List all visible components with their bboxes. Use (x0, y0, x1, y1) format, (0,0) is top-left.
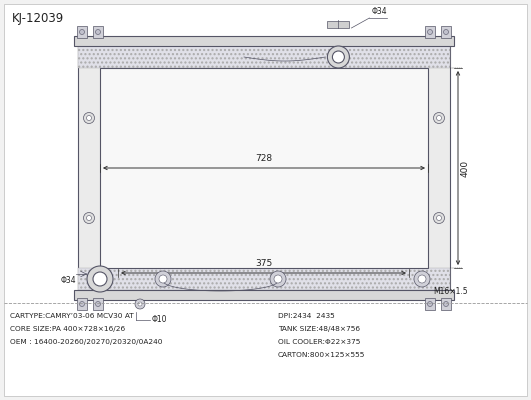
Bar (77, 26, 87, 38)
Circle shape (155, 271, 171, 287)
Text: Φ34: Φ34 (371, 7, 387, 16)
Bar (78, 268, 450, 290)
Circle shape (87, 266, 113, 292)
Circle shape (80, 30, 84, 34)
Bar (93, 298, 103, 310)
Bar (93, 26, 103, 38)
Text: Φ34: Φ34 (61, 276, 76, 285)
Circle shape (83, 212, 95, 224)
Circle shape (427, 30, 433, 34)
Bar (425, 26, 435, 38)
Text: M16×1.5: M16×1.5 (433, 287, 468, 296)
Circle shape (443, 302, 449, 306)
Bar (328, 21, 349, 28)
Circle shape (436, 216, 441, 220)
Text: 728: 728 (255, 154, 272, 163)
Text: CARTON:800×125×555: CARTON:800×125×555 (278, 352, 365, 358)
Circle shape (96, 302, 100, 306)
Circle shape (328, 46, 349, 68)
Text: DPI:2434  2435: DPI:2434 2435 (278, 313, 335, 319)
Text: Φ10: Φ10 (152, 316, 167, 324)
Bar (77, 298, 87, 310)
Circle shape (93, 272, 107, 286)
Circle shape (159, 275, 167, 283)
Circle shape (270, 271, 286, 287)
Circle shape (96, 30, 100, 34)
Text: OEM : 16400-20260/20270/20320/0A240: OEM : 16400-20260/20270/20320/0A240 (10, 339, 162, 345)
Circle shape (427, 302, 433, 306)
Circle shape (87, 216, 91, 220)
Circle shape (274, 275, 282, 283)
Circle shape (414, 271, 430, 287)
Circle shape (436, 116, 441, 120)
Circle shape (135, 299, 145, 309)
Bar (74, 36, 454, 46)
Text: OIL COOLER:Φ22×375: OIL COOLER:Φ22×375 (278, 339, 361, 345)
Circle shape (83, 112, 95, 124)
Text: CARTYPE:CAMRY’03-06 MCV30 AT: CARTYPE:CAMRY’03-06 MCV30 AT (10, 313, 134, 319)
Bar (100, 68, 428, 268)
Bar (78, 46, 450, 290)
Circle shape (433, 212, 444, 224)
Circle shape (443, 30, 449, 34)
Text: 400: 400 (461, 160, 470, 176)
Bar (74, 290, 454, 300)
Circle shape (433, 112, 444, 124)
Circle shape (87, 116, 91, 120)
Text: TANK SIZE:48/48×756: TANK SIZE:48/48×756 (278, 326, 360, 332)
Text: CORE SIZE:PA 400×728×16/26: CORE SIZE:PA 400×728×16/26 (10, 326, 125, 332)
Circle shape (80, 302, 84, 306)
Text: 375: 375 (255, 259, 272, 268)
Bar (441, 26, 451, 38)
Bar (441, 298, 451, 310)
Text: KJ-12039: KJ-12039 (12, 12, 64, 25)
Bar (78, 46, 450, 68)
Circle shape (332, 51, 345, 63)
Bar (425, 298, 435, 310)
Circle shape (138, 302, 142, 306)
Circle shape (418, 275, 426, 283)
